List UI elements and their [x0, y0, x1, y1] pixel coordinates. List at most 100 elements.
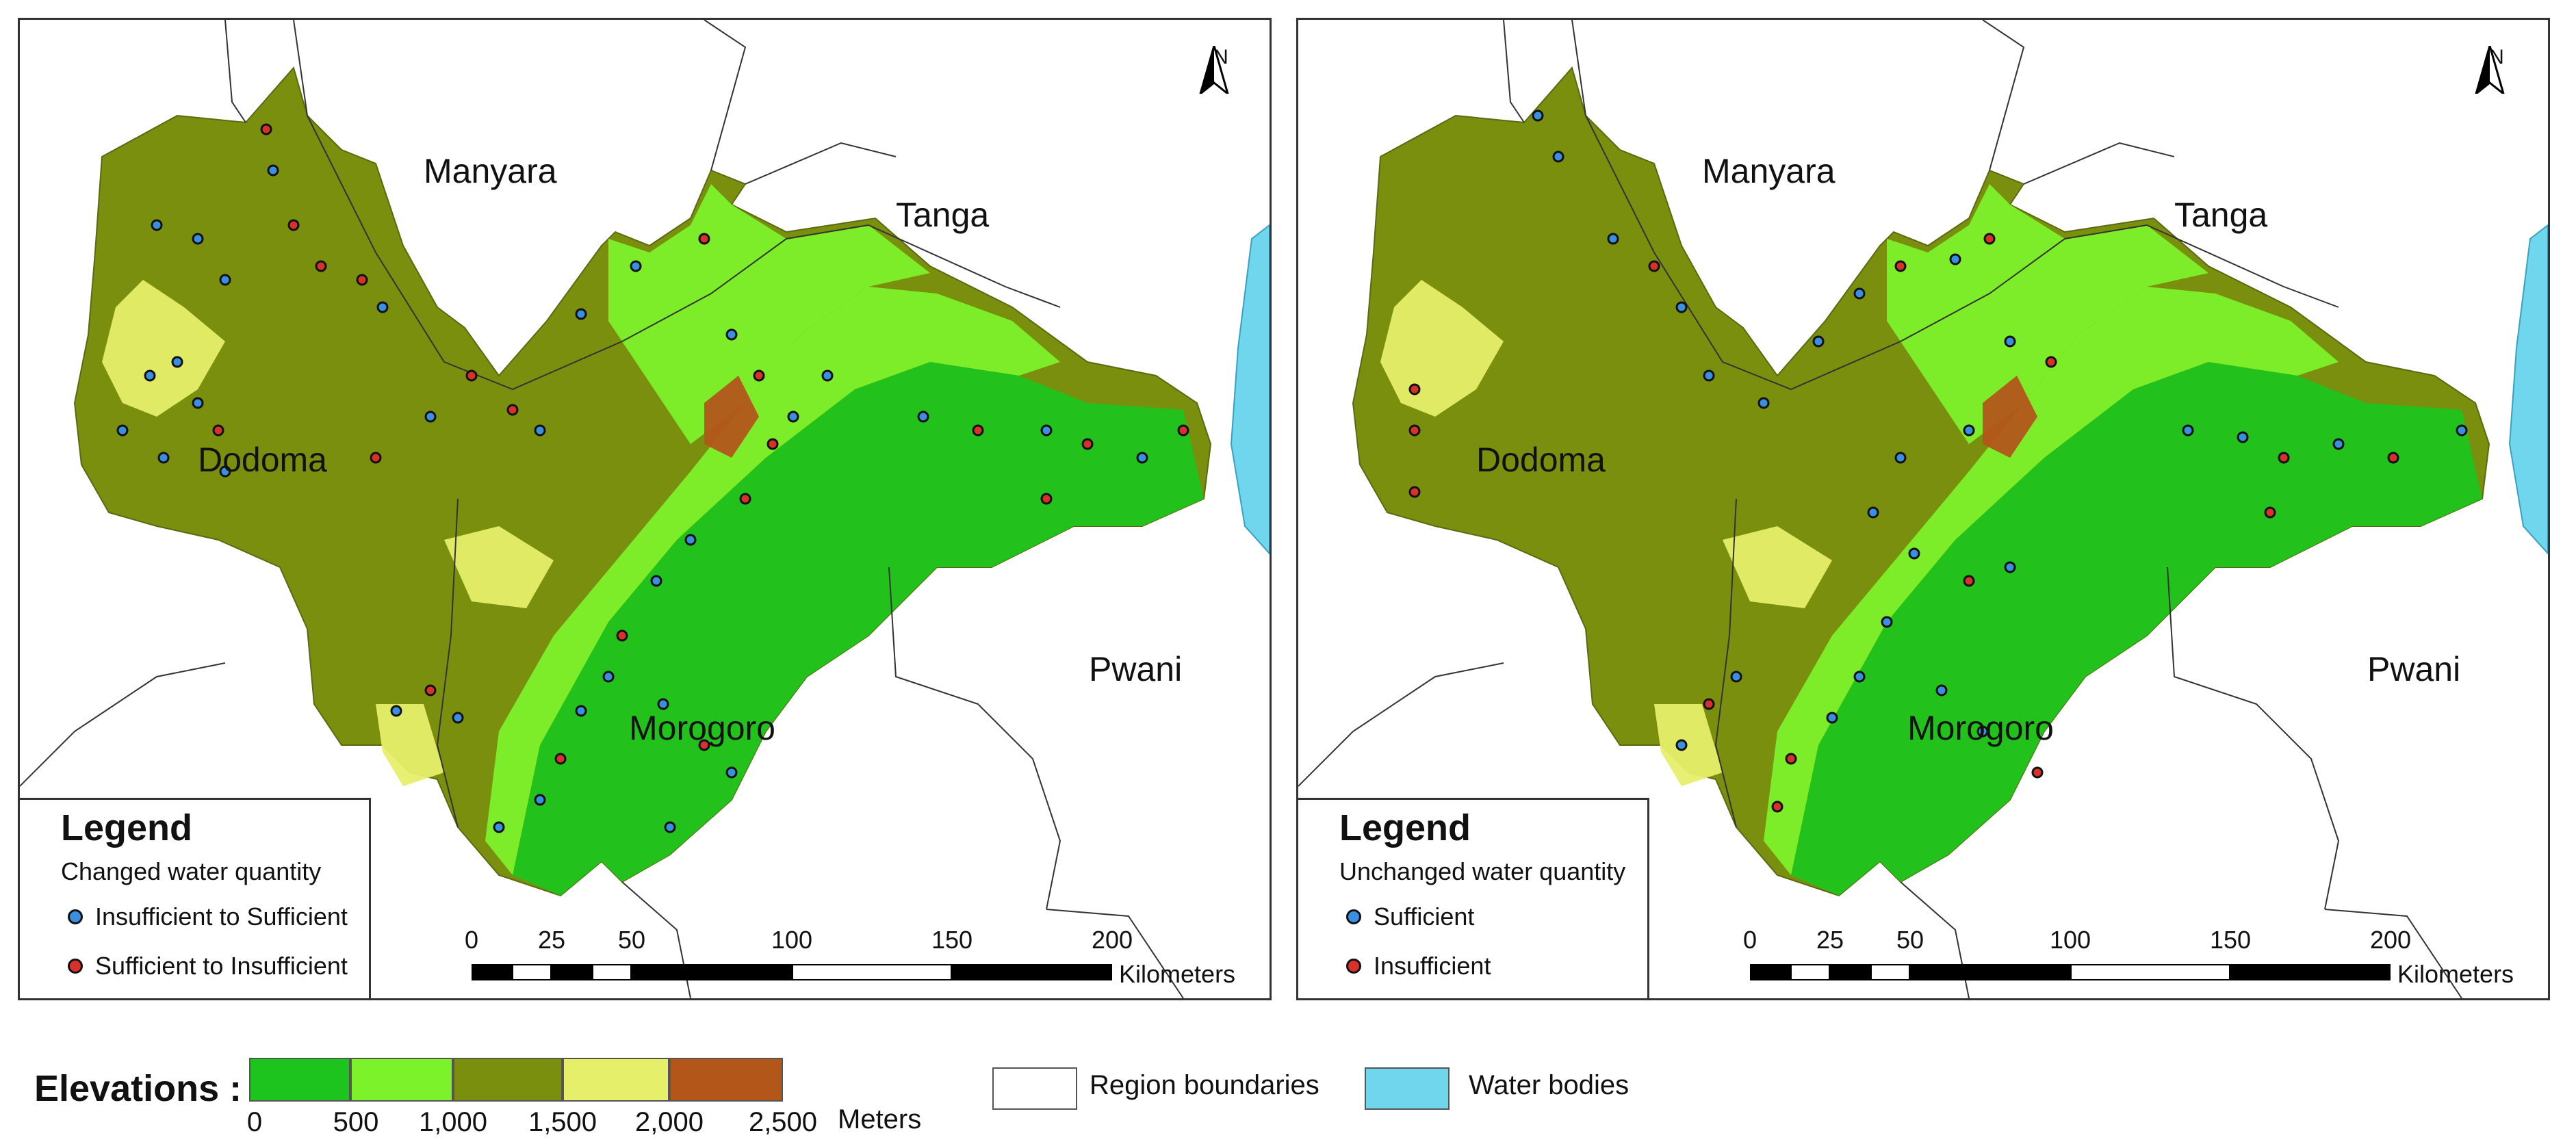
- blue-point: [684, 534, 697, 546]
- region-boundary: [1585, 115, 2148, 391]
- region-label-morogoro: Morogoro: [629, 709, 775, 747]
- region-label-morogoro: Morogoro: [1907, 709, 2054, 747]
- elevation-tick: 2,500: [748, 1107, 818, 1137]
- peak-area: [704, 376, 759, 458]
- red-point: [1983, 233, 1996, 245]
- red-point: [1771, 801, 1783, 813]
- map-canvas: [20, 20, 1270, 998]
- region-boundary: [745, 142, 897, 185]
- red-point: [1785, 753, 1797, 765]
- north-arrow-icon: N: [1197, 46, 1245, 94]
- dodoma-highland: [102, 280, 225, 417]
- legend-title: Legend: [1339, 807, 1471, 848]
- region-boundary: [1046, 909, 1184, 998]
- red-point: [424, 684, 437, 697]
- scale-tick: 0: [1742, 926, 1757, 954]
- blue-point: [1675, 739, 1688, 751]
- region-boundary: [293, 20, 308, 116]
- blue-point: [1730, 671, 1742, 683]
- region-boundary: [1503, 20, 1525, 123]
- red-point: [260, 123, 272, 135]
- scale-segment: [2070, 964, 2230, 980]
- blue-point: [171, 356, 183, 368]
- region-boundary: [224, 20, 246, 123]
- scale-tick: 50: [617, 926, 646, 954]
- blue-point: [1757, 397, 1770, 409]
- blue-point: [1935, 684, 1948, 697]
- water-body: [2508, 224, 2548, 555]
- blue-point: [1703, 369, 1715, 382]
- blue-dot-icon: [68, 909, 83, 924]
- scale-unit: Kilometers: [1119, 960, 1236, 988]
- blue-point: [1136, 452, 1148, 464]
- blue-point: [1908, 547, 1920, 560]
- blue-point: [2332, 438, 2345, 450]
- legend-item-blue: Insufficient to Sufficient: [68, 902, 348, 931]
- scale-segment: [1790, 964, 1830, 980]
- blue-point: [2004, 335, 2016, 348]
- blue-point: [1881, 616, 1893, 628]
- red-point: [356, 274, 368, 286]
- south-highland: [1654, 704, 1723, 786]
- scale-segment: [592, 964, 632, 980]
- scale-tick: 25: [537, 926, 566, 954]
- elevation-tick: 1,500: [528, 1107, 597, 1137]
- scale-tick: 200: [2369, 926, 2412, 954]
- north-plateau-band: [1887, 184, 2208, 444]
- blue-point: [821, 369, 834, 382]
- legend-item-red: Sufficient to Insufficient: [68, 952, 348, 980]
- blue-point: [1853, 671, 1866, 683]
- scale-segment: [2230, 964, 2391, 980]
- elevation-tick: 500: [333, 1107, 379, 1137]
- blue-point: [424, 411, 437, 423]
- red-point: [1648, 260, 1660, 272]
- red-point: [1081, 438, 1094, 450]
- red-point: [1040, 493, 1053, 505]
- central-highland: [444, 526, 554, 608]
- region-boundary: [1714, 498, 1737, 828]
- region-boundary: [1982, 20, 2025, 171]
- elevation-swatch-1000-1500: [453, 1058, 563, 1102]
- blue-point: [1675, 301, 1688, 313]
- blue-point: [2004, 561, 2016, 573]
- water-body: [1230, 224, 1270, 555]
- red-point: [2264, 506, 2276, 519]
- region-boundary: [2324, 909, 2462, 998]
- red-point: [315, 260, 327, 272]
- low-plateau-band: [485, 287, 1060, 875]
- scale-segment: [1750, 964, 1790, 980]
- region-boundary: [20, 662, 226, 787]
- scale-segment: [952, 964, 1112, 980]
- region-boundary: [2023, 142, 2175, 185]
- blue-point: [725, 328, 738, 341]
- blue-point: [1853, 287, 1866, 300]
- legend-item-blue: Sufficient: [1346, 902, 1474, 931]
- legend-box: Legend Unchanged water quantity Sufficie…: [1298, 798, 1649, 998]
- red-point: [2278, 452, 2290, 464]
- red-point: [698, 739, 710, 751]
- red-point: [370, 452, 382, 464]
- elevation-tick: 2,000: [634, 1107, 704, 1137]
- blue-point: [267, 164, 279, 177]
- water-bodies-label: Water bodies: [1469, 1070, 1630, 1100]
- blue-point: [1963, 424, 1975, 437]
- blue-point: [219, 465, 231, 478]
- red-point: [1177, 424, 1189, 437]
- blue-point: [1894, 452, 1907, 464]
- scale-segment: [792, 964, 952, 980]
- red-point: [1963, 575, 1975, 587]
- legend-item-label: Sufficient: [1374, 902, 1475, 931]
- blue-point: [1532, 109, 1544, 122]
- map-canvas: [1298, 20, 2548, 998]
- dodoma-highland: [1380, 280, 1504, 417]
- blue-point: [1826, 712, 1838, 724]
- map-panel-unchanged: Manyara Tanga Dodoma Pwani Morogoro N 0 …: [1296, 18, 2550, 1000]
- blue-point: [376, 301, 389, 313]
- scale-segment: [512, 964, 552, 980]
- blue-point: [1867, 506, 1879, 519]
- scale-tick: 100: [771, 926, 813, 954]
- elevation-legend: Elevations : 0 500 1,000 1,500 2,000 2,5…: [0, 1019, 2576, 1143]
- blue-point: [1812, 335, 1825, 348]
- elevation-swatch-500-1000: [350, 1058, 453, 1102]
- water-bodies-swatch: [1365, 1067, 1450, 1110]
